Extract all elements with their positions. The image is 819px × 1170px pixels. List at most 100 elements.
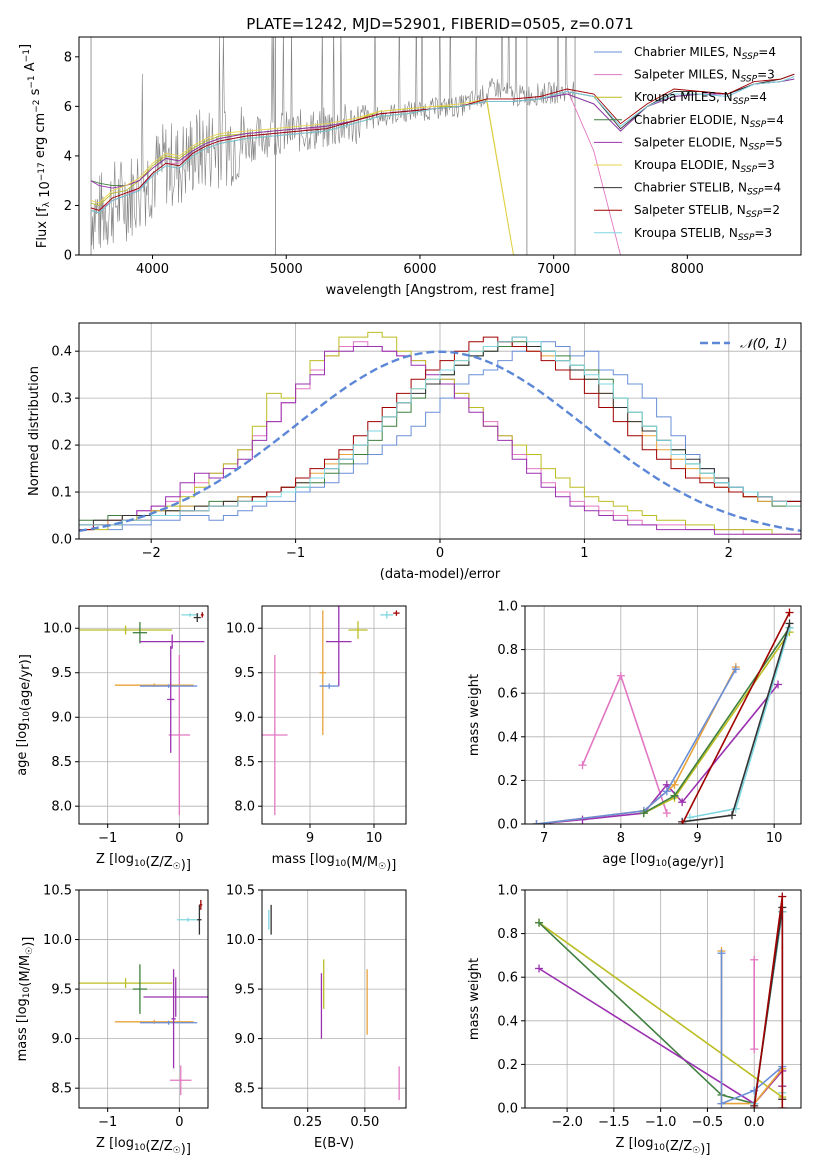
y-tick-label: 9.0 [234,711,255,726]
panel-age-weight: 7 8 9 10 0.0 0.2 0.4 0.6 0.8 1.0 age [log10(age/yr… [467,600,802,870]
legend-label: Salpeter MILES, NSSP=3 [634,68,775,85]
weight-marker [717,1099,726,1108]
y-tick-label: 0.1 [51,486,72,501]
y-tick-label: 2 [64,199,72,214]
errorbar-point [319,683,339,689]
y-tick-label: 4 [64,149,72,164]
legend-label: Kroupa MILES, NSSP=4 [634,90,767,107]
x-tick-label: −2.0 [551,1115,583,1130]
x-tick-label: −1 [98,1115,117,1130]
y-axis-label: mass [log10(M/M☉)] [15,937,36,1062]
errorbar-point [79,978,173,989]
x-tick-label: 0 [175,831,183,846]
errorbar-point [139,684,198,688]
x-tick-label: −2 [142,546,161,561]
axes-frame [261,605,407,825]
y-tick-label: 0.4 [51,345,72,360]
y-tick-label: 6 [64,100,72,115]
x-tick-label: −0.5 [692,1115,724,1130]
errorbar-point [348,621,368,639]
y-tick-label: 8.0 [234,800,255,815]
x-axis-label: wavelength [Angstrom, rest frame] [326,283,555,298]
weight-marker [731,665,740,674]
plot-area [262,606,400,816]
legend-label: 𝒩(0, 1) [740,337,787,352]
y-tick-label: 0 [64,249,72,264]
weight-marker [532,820,541,824]
x-axis-label: Z [log10(Z/Z☉)] [96,1136,191,1157]
x-tick-label: 10 [766,831,783,846]
legend-label: Chabrier ELODIE, NSSP=4 [634,113,784,130]
x-tick-label: −1.5 [598,1115,630,1130]
x-tick-label: 9 [693,831,701,846]
y-tick-label: 8.5 [234,1082,255,1097]
weight-marker [750,955,759,964]
x-tick-label: 8000 [671,262,704,277]
panel-mass-age: 9 10 8.0 8.5 9.0 9.5 10.0 mass [log10(M/M☉)] [226,605,407,873]
panel-z-weight: −2.0 −1.5 −1.0 −0.5 0.0 0.0 0.2 0.4 0.6 0.8 1.0 Z [… [467,884,802,1157]
weight-marker [578,815,587,824]
x-tick-label: 0 [175,1115,183,1130]
plot-area [79,899,208,1096]
weight-marker [662,787,671,796]
errorbar-point [143,977,208,1017]
x-axis-label: Z [log10(Z/Z☉)] [96,852,191,873]
y-tick-label: 9.5 [234,666,255,681]
axes-frame [78,889,209,1109]
weight-marker [774,680,782,689]
errorbar-point [393,610,400,616]
y-tick-label: 0.0 [497,1102,518,1117]
y-tick-label: 10.0 [43,933,72,948]
weight-marker [778,1104,787,1108]
x-tick-label: 0.50 [350,1115,379,1130]
weight-marker [778,892,787,901]
y-tick-label: 0.6 [497,971,518,986]
y-tick-label: 10.5 [226,884,255,899]
spectrum-model-line [90,98,514,255]
panel-spectrum: Chabrier MILES, NSSP=4 Salpeter MILES, NS… [18,36,802,298]
plot-area [532,608,794,824]
weight-marker [728,811,736,820]
histogram-step-line [79,336,801,526]
errorbar-point [139,634,205,649]
axes-frame [261,889,407,1109]
y-tick-label: 0.4 [497,730,518,745]
y-tick-label: 10.0 [226,622,255,637]
weight-line [536,683,779,824]
errorbar-point [199,899,203,910]
x-axis-label: (data-model)/error [380,567,501,582]
x-tick-label: 8 [617,831,625,846]
weight-marker [662,809,671,818]
x-tick-label: 7000 [537,262,570,277]
weight-marker [678,798,687,807]
x-axis-label: Z [log10(Z/Z☉)] [616,1136,711,1157]
errorbar-point [319,610,326,736]
x-axis-label: E(B-V) [314,1136,354,1151]
plot-area [268,904,400,1101]
y-tick-label: 10.5 [43,884,72,899]
x-tick-label: −1 [286,546,305,561]
y-tick-label: 8.5 [51,1082,72,1097]
weight-marker [750,1104,759,1108]
errorbar-point [262,654,288,816]
plot-area [79,612,205,816]
x-tick-label: 0.0 [744,1115,765,1130]
weight-line [536,668,737,824]
errorbar-point [167,646,175,753]
plot-area [79,331,801,535]
x-tick-label: −1 [98,831,117,846]
legend-label: Salpeter ELODIE, NSSP=5 [634,135,783,152]
x-axis-label: age [log10(age/yr)] [602,852,724,870]
errorbar-point [79,625,173,635]
legend-label: Chabrier STELIB, NSSP=4 [634,181,781,198]
y-tick-label: 9.5 [234,983,255,998]
y-tick-label: 8 [64,50,72,65]
y-axis-label: mass weight [467,958,482,1040]
errorbar-point [181,613,199,617]
legend-label: Kroupa STELIB, NSSP=3 [634,226,772,243]
errorbar-point [380,611,394,619]
y-tick-label: 0.8 [497,927,518,942]
panel-z-age: −1 0 8.0 8.5 9.0 9.5 10.0 Z [log10(Z/Z☉)] age [l… [15,605,209,873]
weight-marker [535,918,544,927]
